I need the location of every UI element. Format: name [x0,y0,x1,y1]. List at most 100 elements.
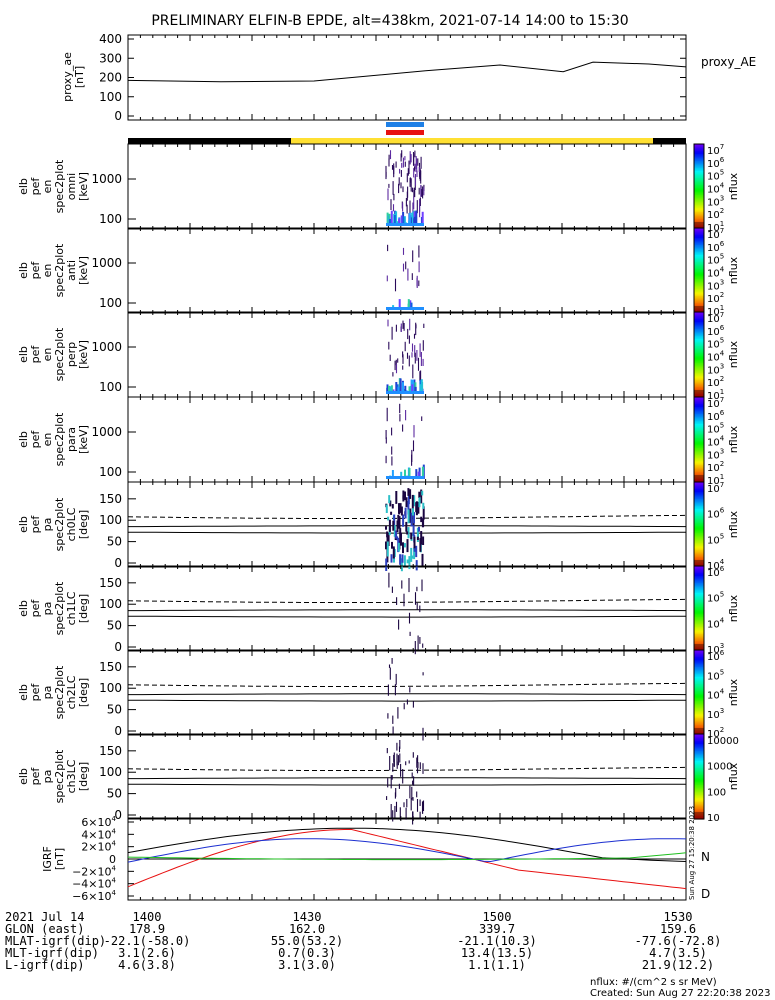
colorbar-en_anti-cell [694,298,704,301]
spectrogram-en_anti-ylabel-line: spec2plot [53,243,66,297]
colorbar-en_perp-cell [694,378,704,381]
colorbar-en_para-cell [694,405,704,408]
colorbar-pa_ch0-tick-exp: 5 [720,532,724,540]
spectrogram-en_perp-ytick-label: 1000 [91,340,122,354]
spectrogram-en_omni-mark [413,216,416,226]
colorbar-en_para-cell [694,406,704,409]
colorbar-pa_ch0-tick-exp: 7 [720,481,724,489]
colorbar-en_para-cell [694,440,704,443]
colorbar-pa_ch3-cell [694,736,704,739]
colorbar-en_omni-cell [694,206,704,209]
colorbar-pa_ch2-cell [694,658,704,661]
colorbar-en_omni-cell [694,180,704,183]
colorbar-pa_ch0-tick-exp: 6 [720,507,725,515]
colorbar-en_para-cell [694,411,704,414]
colorbar-en_omni-cell [694,179,704,182]
colorbar-en_omni-cell [694,173,704,176]
colorbar-pa_ch2-cell [694,705,704,708]
colorbar-en_para-cell [694,443,704,446]
colorbar-pa_ch1-tick-exp: 3 [720,642,724,650]
colorbar-en_omni-cell [694,148,704,151]
pitch-angle-pa_ch3-ytick-label: 50 [107,787,122,801]
colorbar-pa_ch3-cell [694,734,704,737]
spectrogram-en_para-frame [127,396,687,483]
colorbar-pa_ch1-cell [694,632,704,635]
colorbar-en_perp-cell [694,333,704,336]
colorbar-pa_ch1-cell [694,622,704,625]
colorbar-en_perp-cell [694,327,704,330]
colorbar-pa_ch0-cell [694,547,704,550]
colorbar-en_anti-tick-exp: 1 [720,304,724,312]
colorbar-pa_ch2-cell [694,678,704,681]
x-annotation-value: 3.1(2.6) [118,946,176,960]
colorbar-en_perp-cell [694,380,704,383]
colorbar-pa_ch3-cell [694,800,704,803]
colorbar-pa_ch3-cell [694,794,704,797]
colorbar-pa_ch1-tick-label: 105 [707,591,724,605]
colorbar-en_omni-cell [694,187,704,190]
colorbar-pa_ch1-cell [694,619,704,622]
colorbar-en_perp-cell [694,365,704,368]
colorbar-pa_ch2-cell [694,709,704,712]
colorbar-pa_ch1-cell [694,590,704,593]
pitch-angle-pa_ch0-ylabel-line: spec2plot [53,497,66,551]
colorbar-en_anti-label: nflux [727,256,740,284]
colorbar-pa_ch2-cell [694,679,704,682]
colorbar-pa_ch0-label: nflux [727,510,740,538]
colorbar-en_perp-cell [694,329,704,332]
colorbar-en_perp-cell [694,313,704,316]
spectrogram-en_perp-mark [386,387,389,394]
colorbar-en_perp-cell [694,336,704,339]
spectrogram-en_para-ylabel-line: para [65,427,78,452]
x-annotation-value: 178.9 [128,922,166,936]
colorbar-pa_ch1-cell [694,581,704,584]
colorbar-pa_ch3-cell [694,745,704,748]
colorbar-pa_ch2-cell [694,693,704,696]
pitch-angle-pa_ch0-ytick-label: 100 [99,513,122,527]
colorbar-pa_ch3-cell [694,738,704,741]
colorbar-pa_ch0-cell [694,510,704,513]
colorbar-pa_ch1-cell [694,573,704,576]
colorbar-en_para-cell [694,412,704,415]
colorbar-en_para-tick-exp: 6 [720,409,725,417]
x-annotation-value: 1400 [132,910,162,924]
colorbar-pa_ch1-cell [694,604,704,607]
colorbar-en_perp-cell [694,324,704,327]
colorbar-pa_ch3-cell [694,777,704,780]
colorbar-en_para-cell [694,415,704,418]
colorbar-en_anti-cell [694,307,704,310]
pitch-angle-pa_ch2-ytick-label: 50 [107,703,122,717]
colorbar-pa_ch0-cell [694,562,704,565]
colorbar-pa_ch0-cell [694,552,704,555]
colorbar-en_anti-cell [694,296,704,299]
x-annotation-value: 1500 [482,910,512,924]
spectrogram-en_perp-ylabel-line: [keV] [77,340,90,369]
colorbar-en_omni-cell [694,169,704,172]
colorbar-pa_ch1-cell [694,634,704,637]
colorbar-pa_ch2-cell [694,671,704,674]
colorbar-en_omni-cell [694,207,704,210]
pitch-angle-pa_ch2-ylabel-line: [deg] [77,678,90,707]
science-zone-bar [386,122,424,127]
colorbar-en_perp-cell [694,341,704,344]
colorbar-en_anti-cell [694,239,704,242]
colorbar-pa_ch0-cell [694,523,704,526]
colorbar-pa_ch3-cell [694,792,704,795]
colorbar-pa_ch3-cell [694,796,704,799]
pitch-angle-pa_ch1-ytick-label: 0 [114,640,122,654]
colorbar-en_para-cell [694,423,704,426]
colorbar-en_perp-cell [694,367,704,370]
colorbar-en_omni-cell [694,144,704,147]
colorbar-pa_ch2-tick-exp: 3 [720,707,724,715]
igrf-ytick-label: −4×104 [72,877,116,891]
igrf-legend-d: D [701,887,710,901]
colorbar-en_anti-cell [694,300,704,303]
colorbar-en_para-cell [694,459,704,462]
colorbar-en_perp-cell [694,343,704,346]
colorbar-pa_ch0-cell [694,528,704,531]
colorbar-pa_ch0-cell [694,508,704,511]
colorbar-pa_ch3-cell [694,766,704,769]
colorbar-pa_ch0-cell [694,499,704,502]
colorbar-en_para-cell [694,472,704,475]
colorbar-en_para-cell [694,455,704,458]
